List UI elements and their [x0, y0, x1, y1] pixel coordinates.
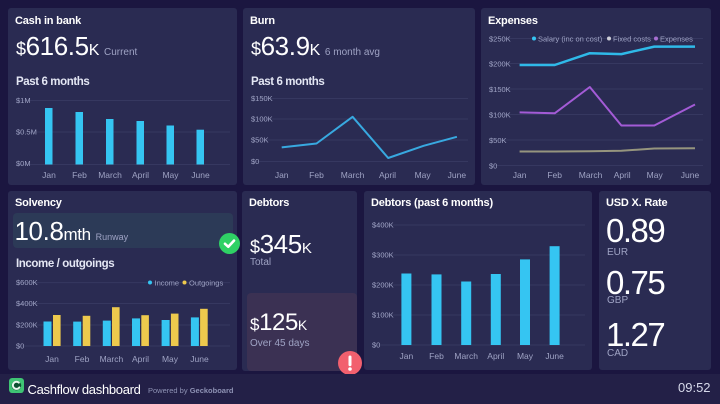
- svg-text:June: June: [191, 170, 210, 180]
- svg-text:$0M: $0M: [16, 159, 31, 168]
- svg-text:Outgoings: Outgoings: [189, 279, 223, 288]
- svg-text:Jan: Jan: [400, 351, 414, 361]
- svg-text:April: April: [614, 170, 631, 180]
- svg-text:May: May: [517, 351, 534, 361]
- svg-text:March: March: [100, 354, 124, 364]
- svg-text:May: May: [162, 354, 179, 364]
- svg-text:Feb: Feb: [309, 170, 324, 180]
- svg-text:$400K: $400K: [16, 299, 38, 308]
- svg-text:$0: $0: [251, 157, 259, 166]
- svg-text:Fixed costs: Fixed costs: [613, 35, 651, 44]
- svg-text:Jan: Jan: [45, 354, 59, 364]
- svg-text:$600K: $600K: [16, 278, 38, 287]
- svg-text:June: June: [448, 170, 467, 180]
- svg-text:June: June: [545, 351, 564, 361]
- svg-text:$50K: $50K: [251, 136, 269, 145]
- svg-text:$150K: $150K: [489, 85, 511, 94]
- svg-text:$400K: $400K: [372, 221, 394, 230]
- svg-text:May: May: [647, 170, 664, 180]
- svg-text:$200K: $200K: [16, 321, 38, 330]
- svg-text:$0.5M: $0.5M: [16, 128, 37, 137]
- svg-text:April: April: [379, 170, 396, 180]
- svg-text:Feb: Feb: [429, 351, 444, 361]
- svg-text:Salary (inc on cost): Salary (inc on cost): [538, 35, 603, 44]
- svg-text:$250K: $250K: [489, 35, 511, 44]
- svg-text:Expenses: Expenses: [660, 35, 693, 44]
- svg-text:May: May: [415, 170, 432, 180]
- svg-text:Feb: Feb: [547, 170, 562, 180]
- svg-text:$100K: $100K: [489, 111, 511, 120]
- svg-text:$300K: $300K: [372, 251, 394, 260]
- svg-text:$50K: $50K: [489, 136, 507, 145]
- svg-text:Jan: Jan: [513, 170, 527, 180]
- svg-text:March: March: [341, 170, 365, 180]
- svg-text:June: June: [190, 354, 209, 364]
- svg-text:$100K: $100K: [251, 115, 273, 124]
- svg-text:$0: $0: [372, 341, 380, 350]
- svg-text:Jan: Jan: [275, 170, 289, 180]
- svg-text:June: June: [681, 170, 700, 180]
- svg-text:Jan: Jan: [42, 170, 56, 180]
- svg-text:May: May: [162, 170, 179, 180]
- svg-text:March: March: [579, 170, 603, 180]
- svg-text:$1M: $1M: [16, 96, 31, 105]
- svg-text:$200K: $200K: [372, 281, 394, 290]
- svg-text:March: March: [98, 170, 122, 180]
- svg-text:$0: $0: [489, 162, 497, 171]
- svg-text:April: April: [132, 354, 149, 364]
- svg-text:March: March: [454, 351, 478, 361]
- svg-text:Income: Income: [155, 279, 180, 288]
- svg-text:$200K: $200K: [489, 60, 511, 69]
- svg-text:$100K: $100K: [372, 311, 394, 320]
- svg-text:Feb: Feb: [75, 354, 90, 364]
- svg-text:Feb: Feb: [72, 170, 87, 180]
- svg-text:$150K: $150K: [251, 94, 273, 103]
- svg-text:$0: $0: [16, 342, 24, 351]
- svg-text:April: April: [132, 170, 149, 180]
- svg-text:April: April: [487, 351, 504, 361]
